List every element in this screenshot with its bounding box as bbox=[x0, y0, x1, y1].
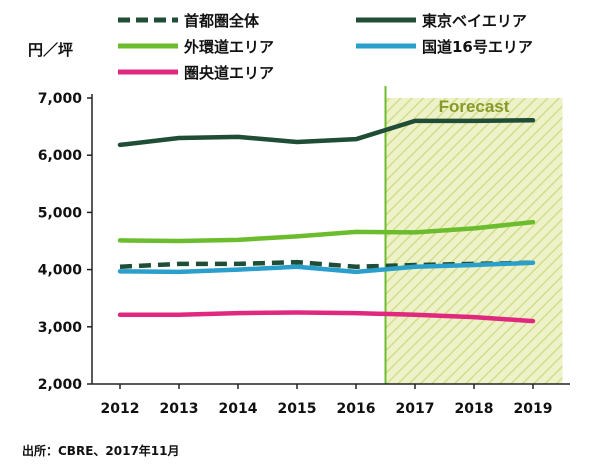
x-tick-label: 2014 bbox=[219, 401, 258, 417]
series-line-1 bbox=[117, 118, 536, 148]
series-line-2 bbox=[117, 219, 536, 244]
x-tick-label: 2017 bbox=[396, 401, 435, 417]
y-tick-label: 2,000 bbox=[38, 377, 83, 393]
legend-label: 圏央道エリア bbox=[184, 64, 274, 82]
forecast-label: Forecast bbox=[439, 97, 510, 116]
legend-label: 首都圏全体 bbox=[184, 12, 260, 30]
series-line-4 bbox=[117, 310, 536, 324]
y-tick-label: 3,000 bbox=[38, 320, 83, 336]
x-axis-ticks: 2012 2013 2014 2015 2016 2017 2018 2019 bbox=[101, 384, 553, 417]
legend-label: 外環道エリア bbox=[183, 38, 274, 56]
y-tick-label: 5,000 bbox=[38, 205, 83, 221]
series-lines bbox=[117, 118, 536, 324]
legend-label: 東京ベイエリア bbox=[422, 12, 527, 30]
y-tick-label: 6,000 bbox=[38, 148, 83, 164]
x-tick-label: 2013 bbox=[160, 401, 199, 417]
y-axis-unit-label: 円／坪 bbox=[28, 41, 73, 59]
x-tick-label: 2015 bbox=[278, 401, 317, 417]
legend-label: 国道16号エリア bbox=[422, 38, 533, 56]
x-tick-label: 2016 bbox=[337, 401, 376, 417]
x-tick-label: 2018 bbox=[455, 401, 494, 417]
x-tick-label: 2019 bbox=[514, 401, 553, 417]
forecast-region bbox=[385, 98, 563, 384]
series-line-3 bbox=[117, 260, 536, 275]
y-tick-label: 7,000 bbox=[38, 91, 83, 107]
source-note: 出所：CBRE、2017年11月 bbox=[22, 443, 180, 458]
y-axis-ticks: 2,000 3,000 4,000 5,000 6,000 7,000 bbox=[38, 91, 92, 393]
x-tick-label: 2012 bbox=[101, 401, 140, 417]
y-tick-label: 4,000 bbox=[38, 263, 83, 279]
